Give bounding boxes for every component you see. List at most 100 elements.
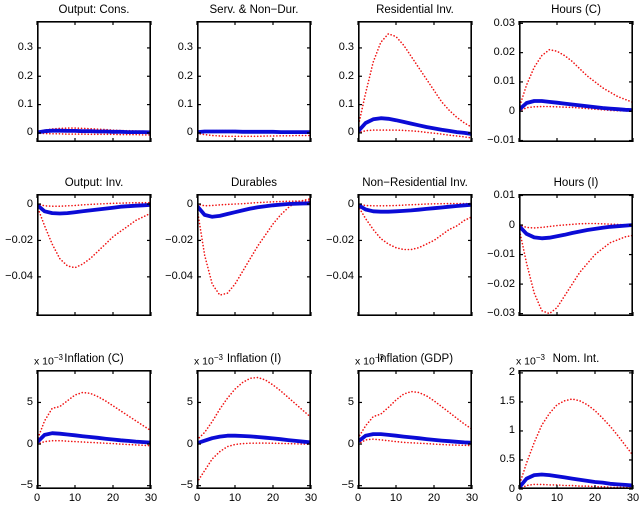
axes-box [37, 370, 152, 490]
plot-area-hours-i [518, 194, 634, 317]
axis-scale-label: x 10−3 [34, 354, 63, 369]
subplot-output-cons: Output: Cons. 0 0.1 0.2 0.3 [18, 4, 152, 143]
y-tick-label: 0 [26, 126, 33, 139]
axes-box [197, 370, 312, 490]
plot-area-inflation-c [36, 370, 152, 490]
series-median [519, 223, 633, 241]
axes-box [358, 194, 473, 317]
series-lower-band [37, 132, 151, 136]
y-tick-label: −0.04 [165, 270, 193, 283]
scale-exponent: −3 [213, 353, 223, 362]
y-tick-label: −0.02 [326, 233, 354, 246]
x-tick-label: 20 [266, 492, 280, 504]
y-tick-label: 0.2 [338, 69, 354, 82]
y-tick-label: 0 [186, 126, 193, 139]
series-median [358, 116, 472, 136]
axes-box [37, 194, 152, 317]
series-upper-band [358, 33, 472, 129]
x-tick-label: 30 [144, 492, 158, 504]
y-tick-label: 0.01 [493, 188, 515, 201]
scale-exponent: −3 [374, 353, 384, 362]
y-tick-label: 0.1 [338, 98, 354, 111]
axis-scale-label: x 10−3 [194, 354, 223, 369]
subplot-title: Nom. Int. [552, 353, 600, 365]
subplot-title: Residential Inv. [376, 4, 454, 16]
x-tick-label: 30 [626, 492, 640, 504]
subplot-nom-int: x 10−3 Nom. Int. 0 0.5 1 1.5 2 0 10 20 30 [500, 353, 639, 504]
y-tick-label: 0 [508, 104, 515, 117]
series-median [519, 472, 633, 489]
series-upper-band [37, 391, 151, 442]
axes-box [358, 370, 473, 490]
x-tick-label: 20 [588, 492, 602, 504]
x-tick-label: 10 [389, 492, 403, 504]
y-tick-label: −5 [20, 479, 33, 492]
x-tick-label: 30 [465, 492, 479, 504]
y-tick-label: 0.2 [177, 69, 193, 82]
series-lower-band [358, 205, 472, 251]
subplot-title: Hours (C) [551, 4, 601, 16]
series-upper-band [358, 390, 472, 439]
plot-area-inflation-i [196, 370, 312, 490]
axis-scale-label: x 10−3 [355, 354, 384, 369]
y-tick-label: 1.5 [499, 395, 515, 408]
subplot-hours-i: Hours (I) −0.03 −0.02 −0.01 0 0.01 [487, 177, 634, 319]
y-tick-label: 0.3 [338, 41, 354, 54]
series-upper-band [358, 202, 472, 207]
y-tick-label: −0.04 [5, 270, 33, 283]
y-tick-label: 0 [26, 197, 33, 210]
series-lower-band [519, 483, 633, 489]
scale-exponent: −3 [53, 353, 63, 362]
scale-base: x 10 [194, 355, 214, 368]
axes-box [197, 21, 312, 143]
x-tick-label: 0 [354, 492, 362, 504]
y-tick-label: 0.02 [493, 46, 515, 59]
series-lower-band [197, 442, 311, 484]
plot-area-output-cons [36, 21, 152, 143]
series-upper-band [519, 398, 633, 487]
y-tick-label: 0.03 [493, 16, 515, 29]
plot-area-hours-c [518, 21, 634, 143]
y-tick-label: 0 [186, 197, 193, 210]
axes-box [519, 370, 634, 490]
series-median [358, 202, 472, 214]
y-tick-label: 0 [347, 437, 354, 450]
plot-area-durables [196, 194, 312, 317]
subplot-title: Output: Cons. [58, 4, 130, 16]
subplot-title: Inflation (I) [226, 353, 282, 365]
subplot-residential-inv: Residential Inv. 0 0.1 0.2 0.3 [339, 4, 473, 143]
x-tick-label: 0 [515, 492, 523, 504]
subplot-title: Hours (I) [553, 177, 599, 189]
y-tick-label: 1 [508, 424, 515, 437]
subplot-durables: Durables −0.04 −0.02 0 [165, 177, 312, 317]
y-tick-label: −0.02 [165, 233, 193, 246]
subplot-title: Output: Inv. [64, 177, 124, 189]
subplot-title: Non−Residential Inv. [362, 177, 468, 189]
series-lower-band [37, 205, 151, 269]
y-tick-label: −0.02 [487, 277, 515, 290]
plot-area-nom-int [518, 370, 634, 490]
subplot-hours-c: Hours (C) −0.01 0 0.01 0.02 0.03 [487, 4, 634, 146]
series-lower-band [358, 438, 472, 447]
y-tick-label: 0 [186, 437, 193, 450]
series-lower-band [37, 439, 151, 447]
x-tick-label: 10 [228, 492, 242, 504]
axis-scale-label: x 10−3 [516, 354, 545, 369]
y-tick-label: 5 [26, 395, 33, 408]
y-tick-label: 0.5 [499, 453, 515, 466]
x-tick-label: 0 [33, 492, 41, 504]
plot-area-nonresidential-inv [357, 194, 473, 317]
y-tick-label: 0 [347, 197, 354, 210]
y-tick-label: −5 [180, 479, 193, 492]
y-tick-label: 0.1 [17, 98, 33, 111]
y-tick-label: −5 [341, 479, 354, 492]
y-tick-label: 0 [26, 437, 33, 450]
series-median [37, 128, 151, 135]
x-tick-label: 20 [106, 492, 120, 504]
subplot-title: Inflation (GDP) [376, 353, 454, 365]
series-upper-band [197, 200, 311, 207]
scale-exponent: −3 [535, 353, 545, 362]
y-tick-label: 0.3 [177, 41, 193, 54]
plot-area-serv-nondur [196, 21, 312, 143]
